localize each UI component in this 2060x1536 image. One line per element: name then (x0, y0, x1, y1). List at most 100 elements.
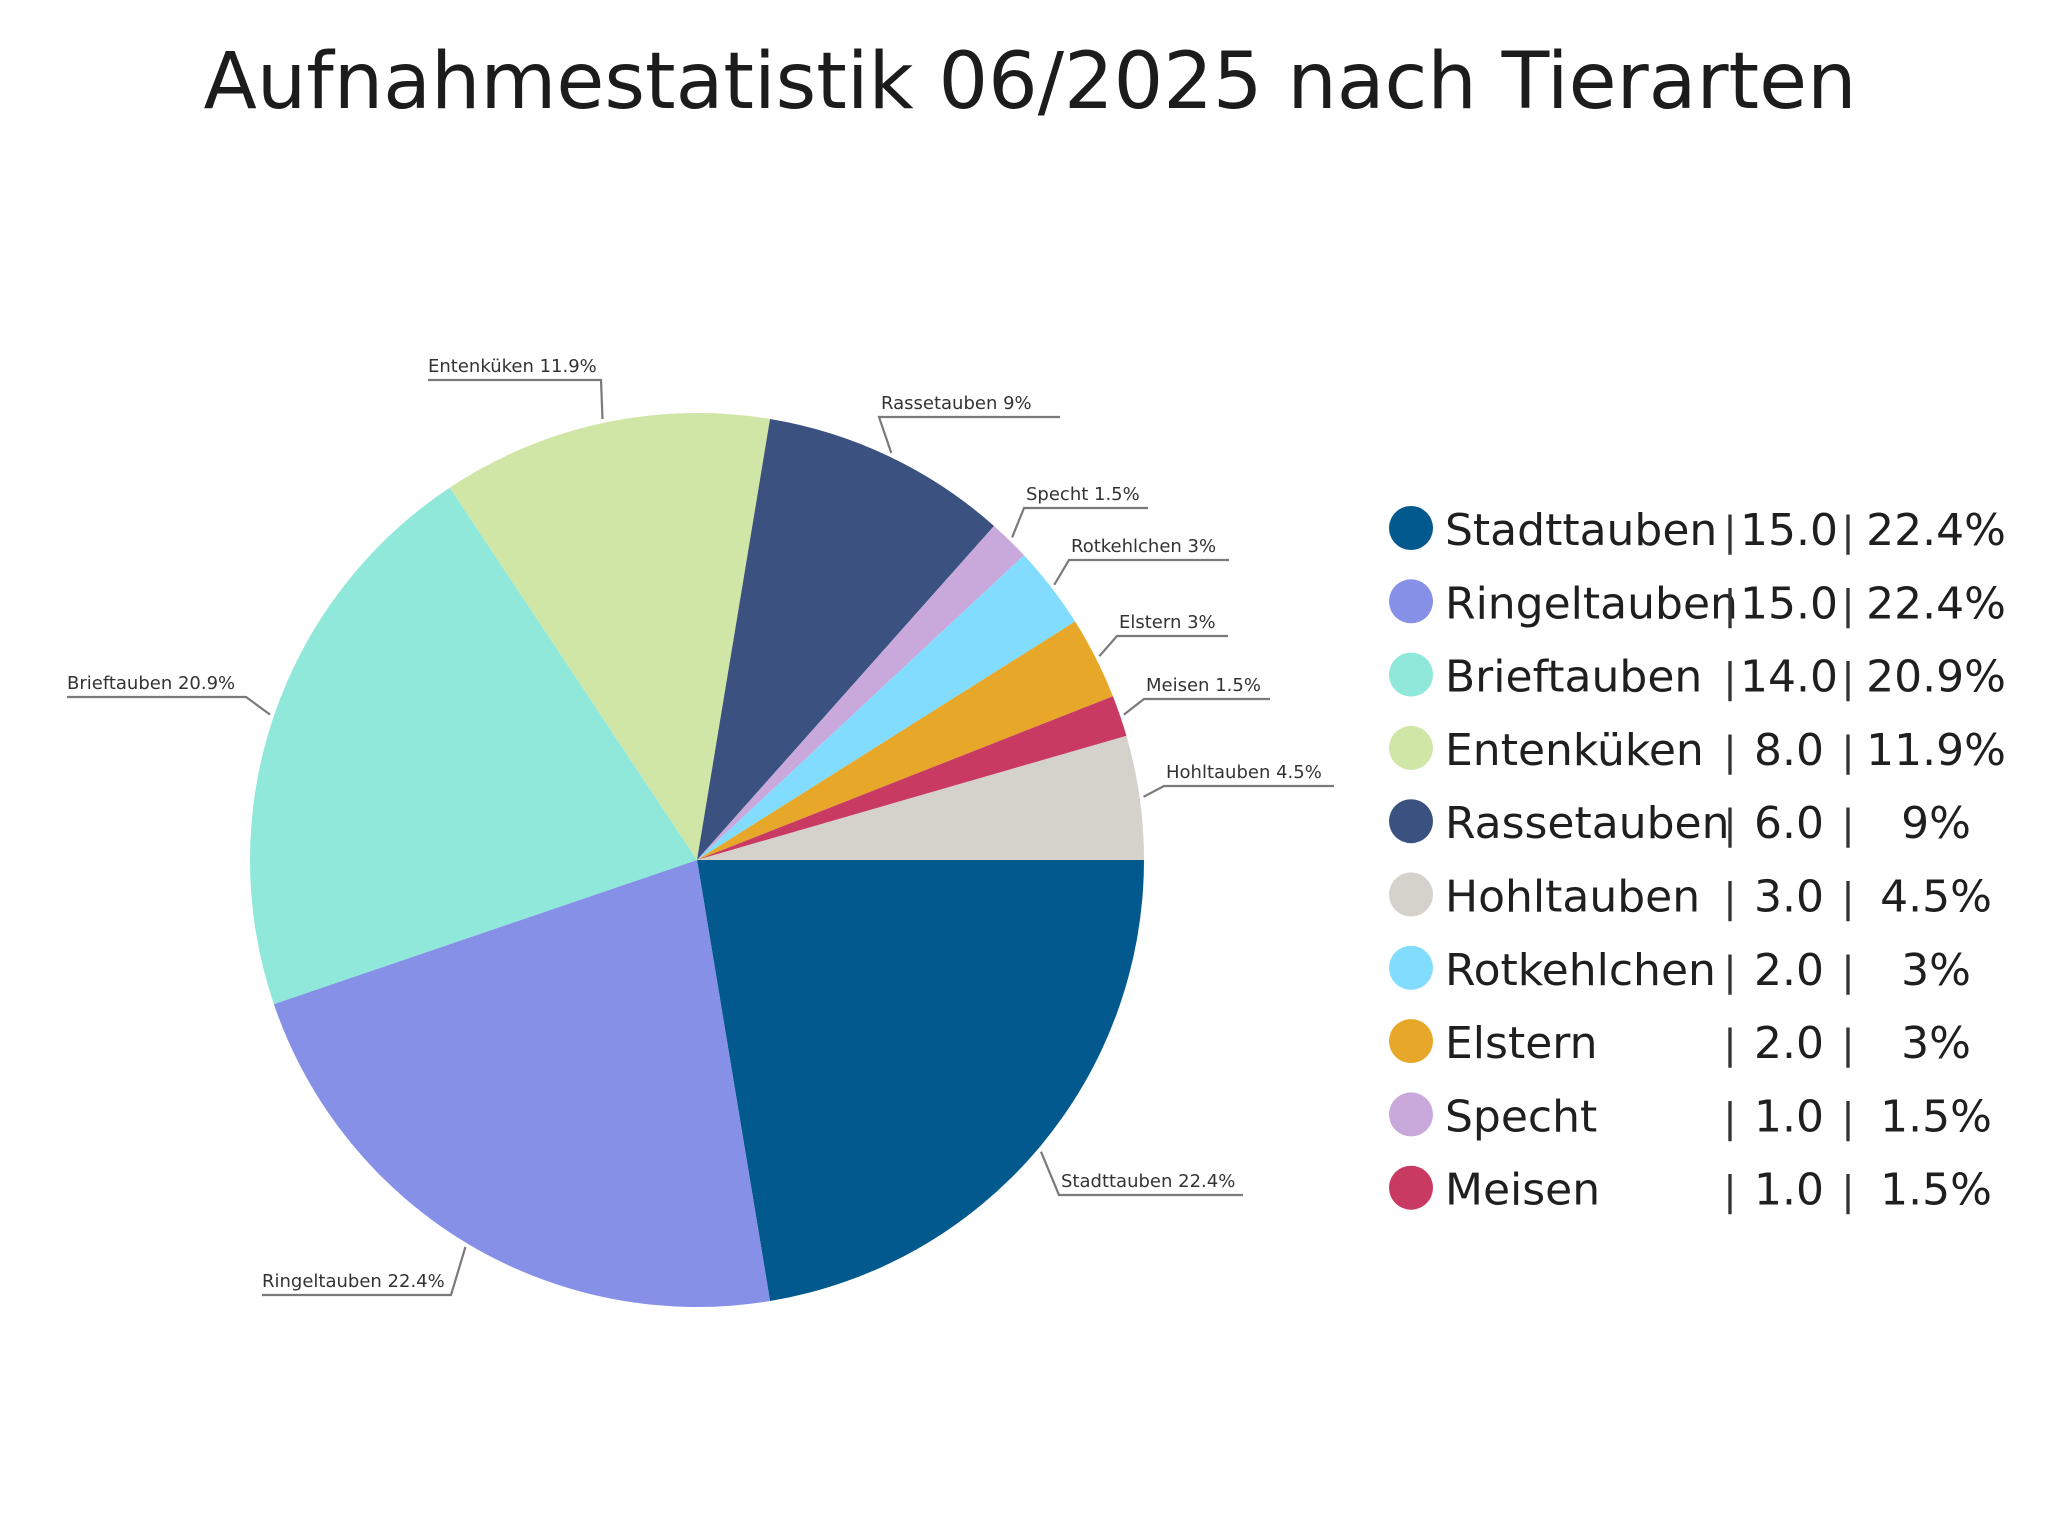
legend-value: 3.0 (1754, 872, 1824, 923)
legend-percent: 22.4% (1866, 505, 2006, 556)
legend-label: Rotkehlchen (1445, 945, 1716, 996)
pie-slice-brieftauben (249, 487, 698, 1005)
legend-swatch-stadttauben (1389, 506, 1433, 550)
leader-line-hohltauben (1142, 784, 1334, 798)
legend-swatch-ringeltauben (1389, 579, 1433, 624)
legend-label: Stadttauben (1445, 505, 1717, 556)
legend-value: 2.0 (1754, 1018, 1824, 1069)
legend: Stadttauben | 15.0 | 22.4%Ringeltauben| 15.0 |… (1389, 505, 2006, 1216)
legend-divider: | (1723, 876, 1736, 922)
slice-label-rotkehlchen: Rotkehlchen 3% (1071, 536, 1216, 557)
legend-divider: | (1841, 802, 1854, 848)
pie-slice-elstern (697, 621, 1113, 860)
legend-item-entenkueken: Entenküken | 8.0 | 11.9% (1389, 725, 2006, 776)
legend-value: 15.0 (1740, 505, 1838, 556)
slice-label-specht: Specht 1.5% (1026, 484, 1140, 505)
pie-slice-rotkehlchen (697, 555, 1076, 860)
legend-value: 6.0 (1754, 798, 1824, 849)
legend-label: Specht (1445, 1091, 1597, 1142)
chart-title: Aufnahmestatistik 06/2025 nach Tierarten (203, 37, 1856, 127)
legend-divider: | (1723, 582, 1736, 628)
slice-label-stadttauben: Stadttauben 22.4% (1061, 1171, 1235, 1192)
legend-value: 15.0 (1740, 578, 1838, 629)
legend-item-rassetauben: Rassetauben| 6.0 | 9% (1389, 798, 1971, 849)
legend-divider: | (1841, 876, 1854, 922)
legend-label: Brieftauben (1445, 652, 1702, 703)
slice-label-elstern: Elstern 3% (1119, 612, 1216, 633)
legend-divider: | (1841, 509, 1854, 555)
slice-label-meisen: Meisen 1.5% (1146, 675, 1261, 696)
legend-swatch-meisen (1389, 1165, 1433, 1210)
slice-labels: Stadttauben 22.4% Ringeltauben 22.4% Brief… (67, 356, 1322, 1292)
pie-slice-entenkueken (449, 413, 771, 860)
legend-divider: | (1723, 1022, 1736, 1068)
legend-percent: 22.4% (1866, 578, 2006, 629)
legend-percent: 3% (1901, 945, 1971, 996)
legend-swatch-entenkueken (1389, 725, 1433, 770)
legend-divider: | (1841, 582, 1854, 628)
legend-divider: | (1841, 949, 1854, 995)
legend-label: Elstern (1445, 1018, 1597, 1069)
legend-divider: | (1841, 729, 1854, 775)
legend-divider: | (1841, 1095, 1854, 1141)
legend-item-ringeltauben: Ringeltauben| 15.0 | 22.4% (1389, 578, 2006, 629)
legend-swatch-brieftauben (1389, 652, 1433, 697)
legend-divider: | (1723, 656, 1736, 702)
legend-swatch-specht (1389, 1092, 1433, 1137)
legend-value: 1.0 (1754, 1165, 1824, 1216)
slice-label-leaders (67, 378, 1334, 1297)
legend-percent: 1.5% (1880, 1091, 1992, 1142)
legend-item-hohltauben: Hohltauben | 3.0 | 4.5% (1389, 872, 1992, 923)
leader-line-meisen (1123, 697, 1270, 716)
legend-percent: 20.9% (1866, 652, 2006, 703)
legend-divider: | (1723, 949, 1736, 995)
slice-label-entenkueken: Entenküken 11.9% (428, 356, 597, 377)
legend-value: 1.0 (1754, 1091, 1824, 1142)
legend-item-brieftauben: Brieftauben | 14.0 | 20.9% (1389, 652, 2006, 703)
leader-line-stadttauben (1039, 1151, 1243, 1197)
pie-slice-rassetauben (697, 419, 995, 860)
legend-item-meisen: Meisen | 1.0 | 1.5% (1389, 1165, 1992, 1216)
legend-swatch-elstern (1389, 1019, 1433, 1064)
legend-divider: | (1841, 1169, 1854, 1215)
legend-percent: 3% (1901, 1018, 1971, 1069)
legend-percent: 11.9% (1866, 725, 2006, 776)
legend-divider: | (1841, 1022, 1854, 1068)
leader-line-brieftauben (67, 695, 271, 716)
leader-line-entenkueken (428, 378, 604, 420)
legend-value: 14.0 (1740, 652, 1838, 703)
slice-label-brieftauben: Brieftauben 20.9% (67, 673, 235, 694)
legend-value: 2.0 (1754, 945, 1824, 996)
legend-item-rotkehlchen: Rotkehlchen | 2.0 | 3% (1389, 945, 1971, 996)
legend-divider: | (1723, 1095, 1736, 1141)
legend-divider: | (1723, 509, 1736, 555)
legend-percent: 4.5% (1880, 872, 1992, 923)
legend-swatch-rotkehlchen (1389, 945, 1433, 990)
slice-label-ringeltauben: Ringeltauben 22.4% (262, 1271, 445, 1292)
legend-value: 8.0 (1754, 725, 1824, 776)
pie-slice-meisen (697, 696, 1127, 860)
legend-label: Rassetauben (1445, 798, 1729, 849)
legend-percent: 1.5% (1880, 1165, 1992, 1216)
legend-item-stadttauben: Stadttauben | 15.0 | 22.4% (1389, 505, 2006, 556)
pie-slice-specht (697, 525, 1024, 860)
slice-label-hohltauben: Hohltauben 4.5% (1166, 762, 1322, 783)
legend-item-specht: Specht | 1.0 | 1.5% (1389, 1091, 1992, 1142)
legend-label: Ringeltauben (1445, 578, 1738, 629)
leader-line-ringeltauben (262, 1246, 467, 1297)
slice-label-rassetauben: Rassetauben 9% (881, 393, 1032, 414)
legend-item-elstern: Elstern | 2.0 | 3% (1389, 1018, 1971, 1069)
legend-divider: | (1723, 802, 1736, 848)
leader-line-rassetauben (877, 415, 1060, 454)
legend-divider: | (1723, 1169, 1736, 1215)
pie-slice-stadttauben (697, 860, 1144, 1301)
pie-slice-ringeltauben (273, 860, 771, 1307)
legend-label: Meisen (1445, 1165, 1600, 1216)
leader-line-elstern (1098, 634, 1228, 657)
legend-divider: | (1841, 656, 1854, 702)
pie-slice-hohltauben (697, 735, 1144, 860)
legend-label: Hohltauben (1445, 872, 1700, 923)
legend-divider: | (1723, 729, 1736, 775)
legend-percent: 9% (1901, 798, 1971, 849)
leader-line-rotkehlchen (1053, 558, 1229, 586)
